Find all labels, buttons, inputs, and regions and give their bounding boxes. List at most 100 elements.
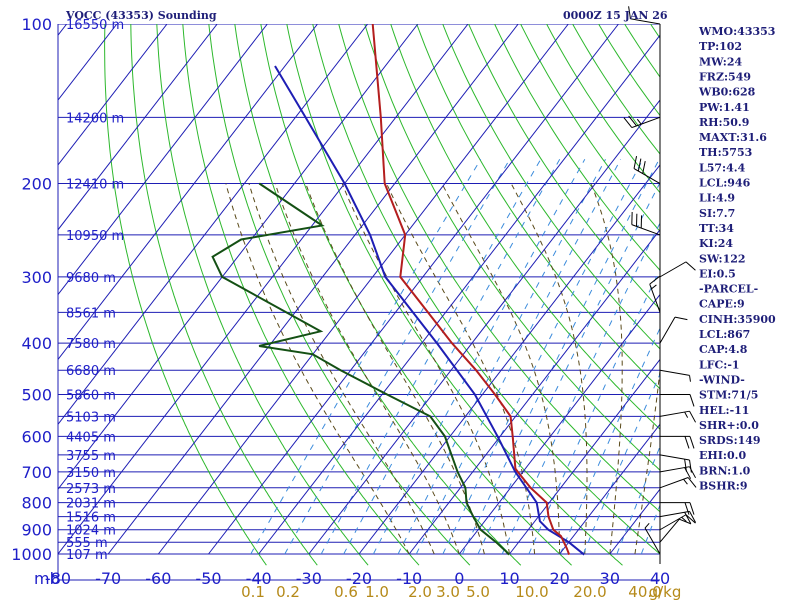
wind-barb-flag bbox=[690, 467, 696, 478]
wind-barb bbox=[660, 262, 695, 277]
dry-adiabat bbox=[208, 12, 470, 565]
wind-barb bbox=[660, 503, 694, 515]
height-label: 5103 m bbox=[66, 410, 116, 425]
pressure-tick-label: 900 bbox=[21, 521, 52, 540]
dry-adiabat bbox=[182, 12, 419, 565]
indices-panel: WMO:43353TP:102MW:24FRZ:549WB0:628PW:1.4… bbox=[698, 25, 776, 493]
moist-adiabat bbox=[511, 184, 587, 555]
wind-barb-half bbox=[637, 119, 641, 124]
dry-adiabat bbox=[771, 12, 800, 565]
mixing-ratio-line bbox=[478, 159, 672, 554]
index-entry: LCL:867 bbox=[699, 328, 750, 341]
wind-barb-flag bbox=[685, 436, 689, 448]
index-entry: SRDS:149 bbox=[699, 434, 761, 447]
wind-barb bbox=[660, 370, 690, 381]
dry-adiabat bbox=[592, 12, 800, 565]
index-entry: LCL:946 bbox=[699, 177, 751, 190]
isotherm-line bbox=[309, 24, 719, 554]
wind-barb-staff bbox=[645, 528, 660, 554]
index-entry: PW:1.41 bbox=[699, 101, 750, 114]
wind-barb-staff bbox=[660, 317, 675, 343]
index-entry: TT:34 bbox=[699, 222, 734, 235]
temperature-trace bbox=[373, 24, 570, 555]
index-entry: LI:4.9 bbox=[699, 192, 735, 205]
index-entry: WB0:628 bbox=[698, 86, 756, 99]
wind-barb-flag bbox=[690, 436, 694, 448]
index-entry: HEL:-11 bbox=[699, 404, 749, 417]
index-entry: FRZ:549 bbox=[699, 70, 751, 83]
mixing-ratio-label: 0.6 bbox=[334, 583, 358, 600]
wind-barb-flag bbox=[685, 503, 689, 515]
labels-layer: VOCC (43353) Sounding 0000Z 15 JAN 26 mb… bbox=[11, 9, 681, 600]
wind-barb-staff bbox=[660, 370, 690, 375]
mixing-ratio-line bbox=[529, 159, 714, 554]
temperature-tick-label: 20 bbox=[549, 569, 569, 588]
clipped-grid bbox=[0, 12, 800, 565]
wind-barb-staff bbox=[660, 519, 679, 542]
index-entry: BRN:1.0 bbox=[699, 464, 751, 477]
temperature-tick-label: -70 bbox=[95, 569, 121, 588]
wind-barb-half bbox=[651, 285, 656, 289]
wind-barb bbox=[660, 394, 694, 406]
wind-barb-half bbox=[683, 479, 687, 484]
mixing-ratio-label: 5.0 bbox=[466, 583, 490, 600]
dry-adiabat bbox=[284, 12, 622, 565]
temperature-tick-label: -80 bbox=[45, 569, 71, 588]
mixing-ratio-line bbox=[443, 159, 643, 554]
dry-adiabat bbox=[541, 12, 800, 565]
isotherm-line bbox=[0, 24, 368, 554]
index-entry: CINH:35900 bbox=[699, 313, 776, 326]
mixing-ratio-label: 0.2 bbox=[276, 583, 300, 600]
index-entry: TH:5753 bbox=[699, 146, 752, 159]
height-label: 8561 m bbox=[66, 306, 116, 321]
wind-barb-flag bbox=[688, 478, 696, 488]
index-entry: TP:102 bbox=[699, 40, 742, 53]
height-label: 3150 m bbox=[66, 466, 116, 481]
index-entry: CAP:4.8 bbox=[699, 343, 748, 356]
wind-barb-half bbox=[685, 412, 688, 418]
wind-barb bbox=[660, 478, 696, 488]
wind-barb-flag bbox=[686, 262, 695, 270]
height-label: 9680 m bbox=[66, 271, 116, 286]
mixing-ratio-label: 20.0 bbox=[573, 583, 606, 600]
height-label: 16550 m bbox=[66, 18, 124, 33]
isotherm-line bbox=[259, 24, 669, 554]
height-label: 4405 m bbox=[66, 430, 116, 445]
mixing-ratio-label: 1.0 bbox=[365, 583, 389, 600]
index-entry: SI:7.7 bbox=[699, 207, 735, 220]
wind-barb bbox=[632, 212, 660, 235]
mixing-ratio-line bbox=[462, 159, 659, 554]
wind-barb bbox=[660, 519, 691, 542]
index-entry: BSHR:9 bbox=[699, 480, 748, 493]
index-entry: -WIND- bbox=[699, 373, 745, 386]
index-entry: MAXT:31.6 bbox=[699, 131, 767, 144]
wind-barb-layer bbox=[624, 6, 696, 564]
wind-barb bbox=[660, 455, 691, 473]
isotherm-line bbox=[560, 24, 800, 554]
mixing-ratio-label: 10.0 bbox=[515, 583, 548, 600]
pressure-tick-label: 1000 bbox=[11, 545, 52, 564]
wind-barb-flag bbox=[690, 411, 696, 422]
index-entry: EHI:0.0 bbox=[699, 449, 746, 462]
dry-adiabat bbox=[566, 12, 800, 565]
index-entry: EI:0.5 bbox=[699, 267, 736, 280]
height-label: 5860 m bbox=[66, 388, 116, 403]
wind-barb bbox=[660, 436, 694, 448]
height-label: 2573 m bbox=[66, 482, 116, 497]
pressure-tick-label: 200 bbox=[21, 175, 52, 194]
isotherm-line bbox=[58, 24, 468, 554]
isotherm-line bbox=[108, 24, 518, 554]
wind-barb-flag bbox=[690, 394, 694, 406]
index-entry: RH:50.9 bbox=[699, 116, 749, 129]
pressure-tick-label: 300 bbox=[21, 268, 52, 287]
index-entry: CAPE:9 bbox=[699, 298, 745, 311]
height-label: 10950 m bbox=[66, 229, 124, 244]
pressure-tick-label: 400 bbox=[21, 334, 52, 353]
wind-barb-staff bbox=[660, 262, 686, 277]
moist-adiabat bbox=[275, 184, 459, 555]
pressure-tick-label: 800 bbox=[21, 494, 52, 513]
wind-barb bbox=[660, 317, 687, 343]
wind-barb bbox=[650, 276, 660, 312]
